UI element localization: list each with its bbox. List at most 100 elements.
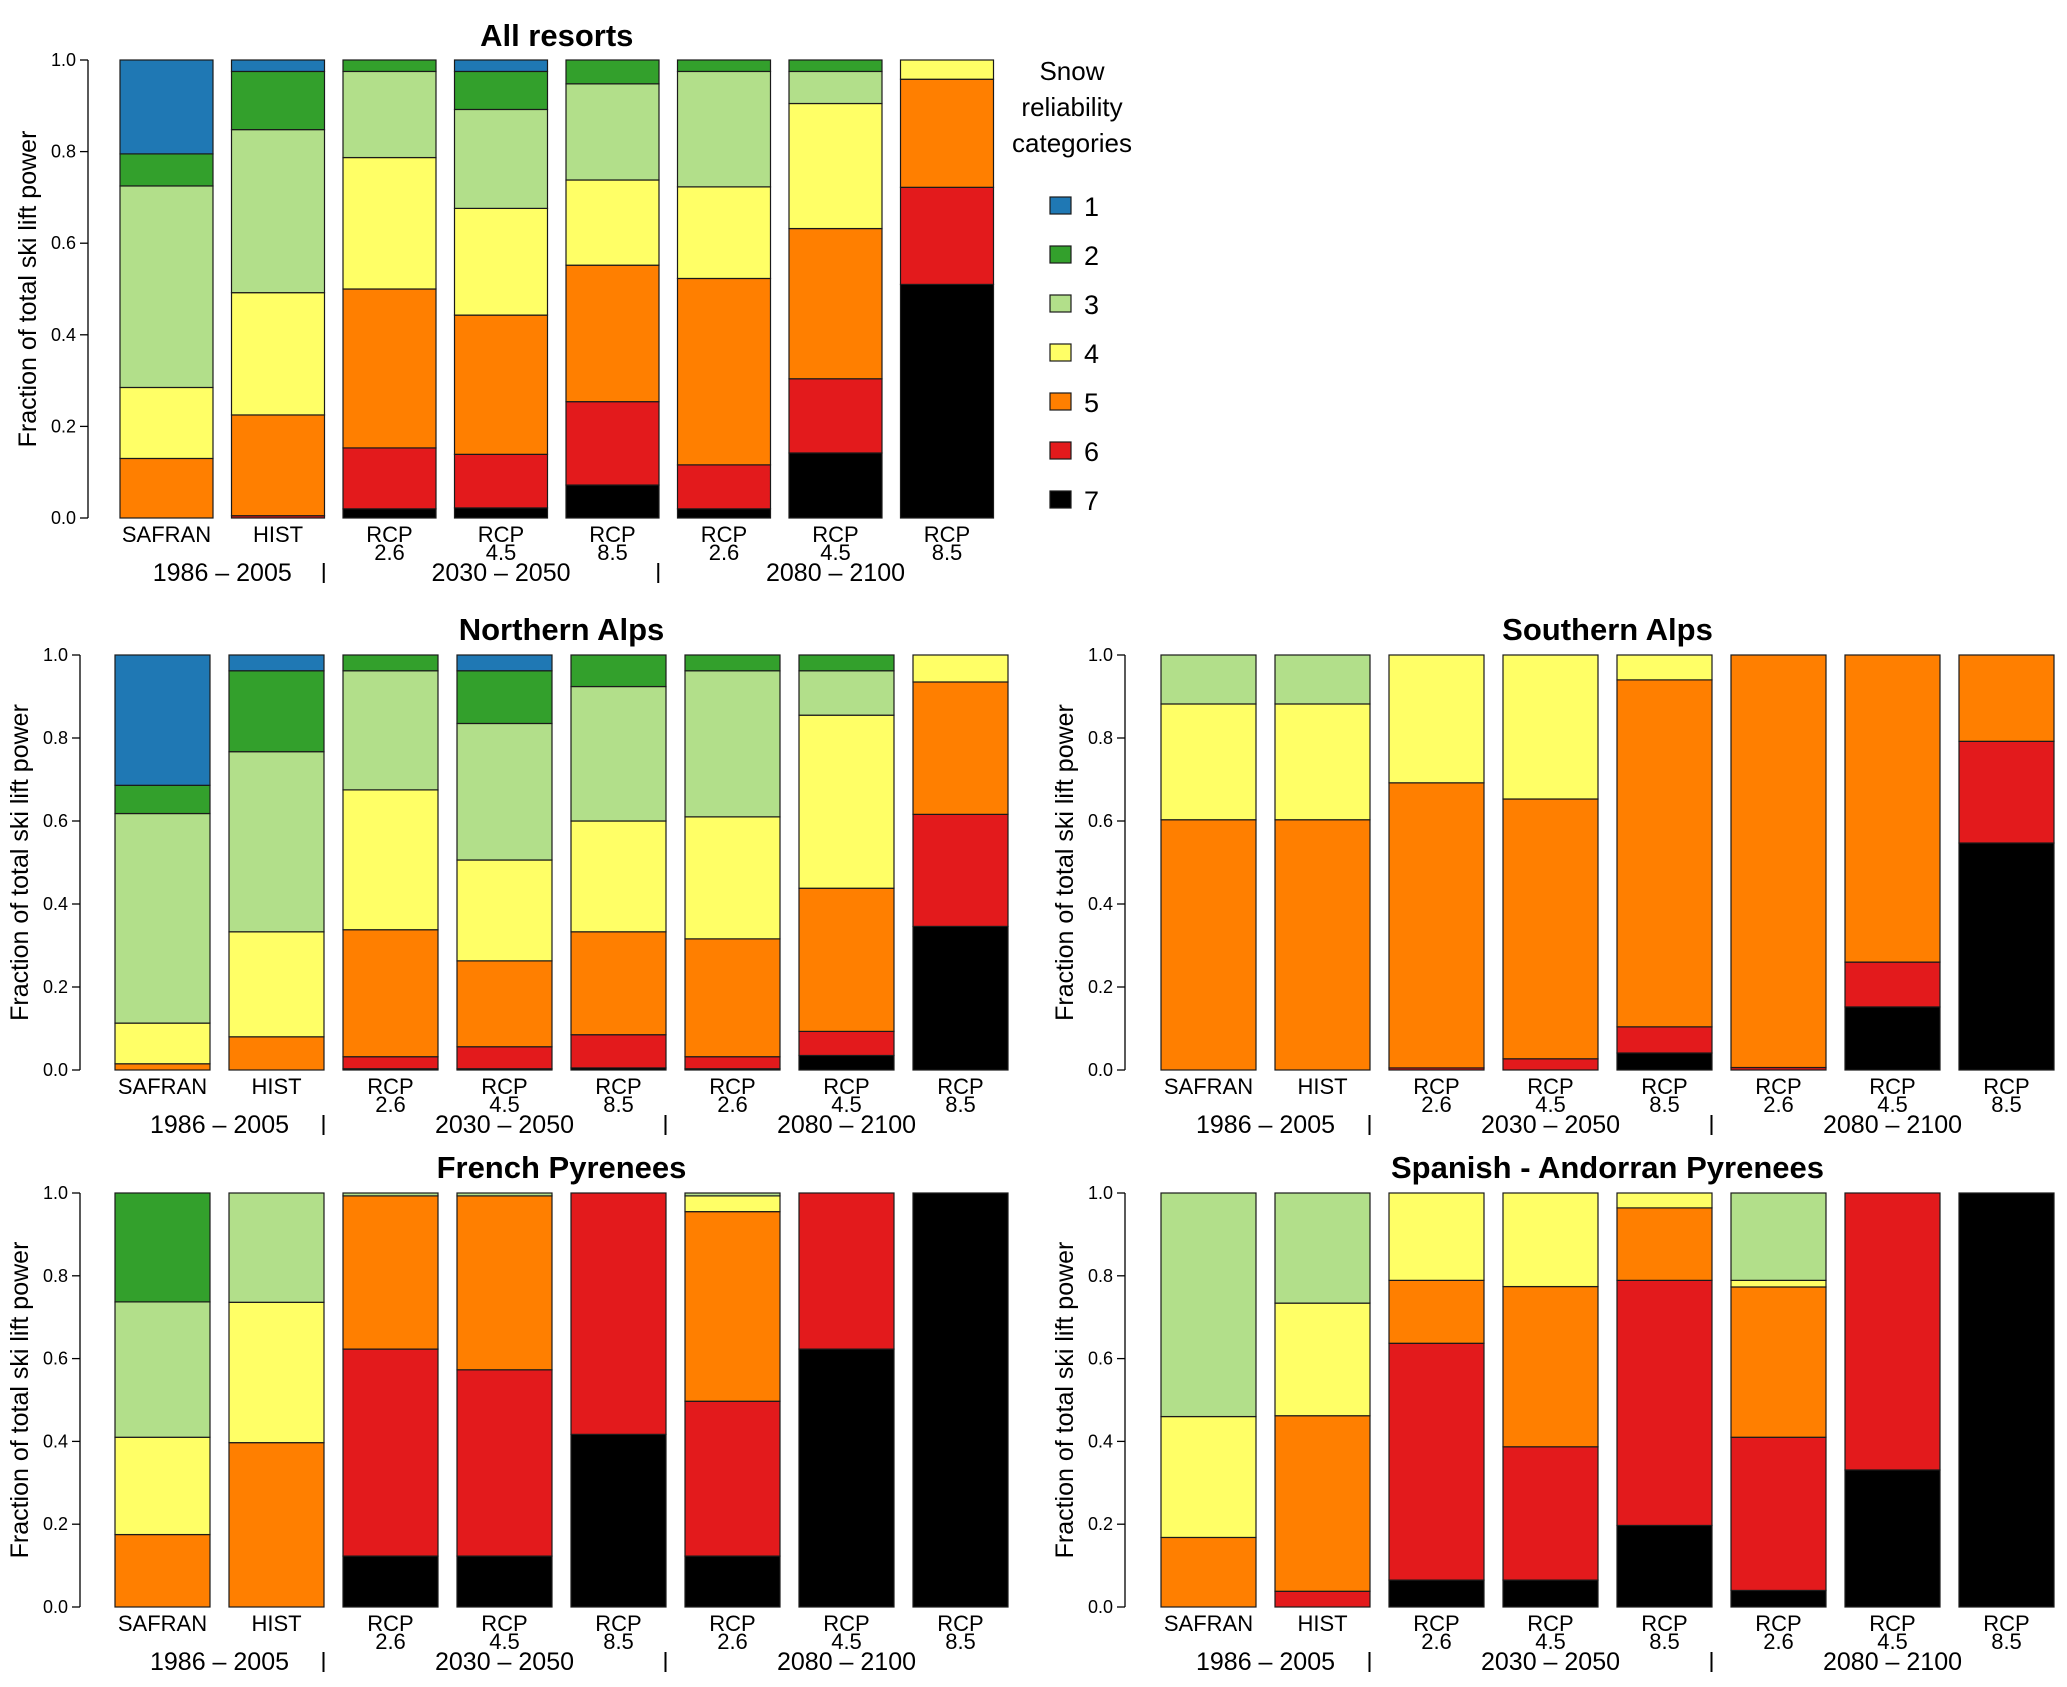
bar-segment-category-2	[342, 59, 437, 73]
bar-segment-category-2	[788, 59, 883, 73]
x-category-label: RCP	[1983, 1611, 2029, 1636]
legend-swatch	[1049, 490, 1072, 509]
x-category-label: 8.5	[932, 540, 963, 565]
bar-segment-category-4	[798, 714, 895, 889]
x-category-label: RCP	[1641, 1611, 1687, 1636]
y-tick-label: 0.0	[1088, 1597, 1113, 1617]
bar-segment-category-7	[1958, 1192, 2055, 1608]
bar-segment-category-2	[676, 59, 772, 73]
x-category-label: 2.6	[374, 540, 405, 565]
y-tick-label: 0.8	[43, 1266, 68, 1286]
bar-segment-category-5	[684, 1211, 781, 1402]
legend-swatch	[1049, 441, 1072, 460]
panel-title: French Pyrenees	[437, 1150, 687, 1185]
bar-segment-category-6	[1958, 740, 2055, 844]
x-category-label: 2.6	[1421, 1629, 1452, 1654]
y-tick-label: 0.4	[43, 894, 68, 914]
y-tick-label: 0.8	[51, 142, 76, 162]
bar-segment-category-7	[899, 283, 995, 519]
period-label: 2030 – 2050	[1481, 1648, 1620, 1676]
x-category-label: HIST	[251, 1074, 301, 1099]
x-category-label: 2.6	[717, 1629, 748, 1654]
bar-segment-category-5	[1502, 798, 1599, 1060]
bar-segment-category-5	[456, 960, 553, 1048]
bar-segment-category-3	[1160, 1192, 1257, 1418]
bar-segment-category-7	[565, 484, 660, 519]
x-category-label: RCP	[366, 522, 412, 547]
bar-segment-category-2	[342, 654, 439, 672]
bar-segment-category-4	[114, 1436, 211, 1536]
bar-segment-category-1	[456, 654, 553, 672]
bar-segment-category-5	[1958, 654, 2055, 742]
y-tick-label: 0.2	[43, 977, 68, 997]
y-tick-label: 0.2	[1088, 977, 1113, 997]
bar-segment-category-4	[228, 931, 325, 1038]
bar-segment-category-5	[453, 314, 549, 455]
bar-segment-category-7	[1730, 1589, 1827, 1608]
bar-segment-category-6	[912, 813, 1009, 928]
bar-segment-category-7	[1958, 842, 2055, 1071]
bar-segment-category-7	[676, 508, 772, 519]
bar-segment-category-5	[342, 288, 437, 449]
bar-segment-category-3	[342, 670, 439, 791]
period-label: 2080 – 2100	[777, 1648, 916, 1676]
legend-title-line-3: categories	[1012, 128, 1132, 158]
bar-segment-category-3	[230, 129, 326, 294]
bar-segment-category-5	[1616, 679, 1713, 1028]
x-category-label: RCP	[1413, 1611, 1459, 1636]
y-tick-label: 0.6	[1088, 811, 1113, 831]
bar-segment-category-6	[684, 1400, 781, 1557]
bar-segment-category-3	[119, 185, 214, 389]
x-category-label: 4.5	[489, 1092, 520, 1117]
bar-segment-category-5	[798, 887, 895, 1033]
x-category-label: RCP	[709, 1611, 755, 1636]
bar-segment-category-5	[1160, 1536, 1257, 1608]
legend-item-3: 3	[1049, 290, 1099, 320]
bar-segment-category-5	[1388, 1279, 1485, 1344]
x-category-label: SAFRAN	[122, 522, 211, 547]
bar-segment-category-6	[1388, 1342, 1485, 1581]
bar-segment-category-4	[684, 816, 781, 940]
bar-segment-category-1	[228, 654, 325, 672]
y-tick-label: 0.2	[1088, 1514, 1113, 1534]
bar-segment-category-6	[684, 1056, 781, 1070]
y-tick-label: 1.0	[51, 50, 76, 70]
bar-segment-category-3	[684, 670, 781, 818]
y-tick-label: 1.0	[1088, 645, 1113, 665]
x-category-label: 2.6	[717, 1092, 748, 1117]
legend-title-line-1: Snow	[1039, 56, 1104, 86]
bar-segment-category-4	[1616, 1192, 1713, 1209]
bar-segment-category-3	[342, 1192, 439, 1197]
bar-segment-category-4	[1502, 1192, 1599, 1288]
y-tick-label: 0.6	[1088, 1349, 1113, 1369]
y-axis-label: Fraction of total ski lift power	[6, 1242, 34, 1559]
x-category-label: RCP	[823, 1611, 869, 1636]
bar-segment-category-5	[1274, 819, 1371, 1071]
bar-segment-category-7	[570, 1433, 667, 1608]
bar-segment-category-3	[1160, 654, 1257, 705]
x-category-label: 2.6	[1763, 1092, 1794, 1117]
bar-segment-category-7	[1388, 1579, 1485, 1608]
x-category-label: HIST	[251, 1611, 301, 1636]
bar-segment-category-5	[570, 931, 667, 1036]
legend-swatch	[1049, 392, 1072, 411]
bar-segment-category-1	[453, 59, 549, 73]
bar-segment-category-6	[798, 1030, 895, 1057]
bar-segment-category-6	[342, 1348, 439, 1557]
x-category-label: RCP	[481, 1611, 527, 1636]
y-tick-label: 0.8	[43, 728, 68, 748]
bar-segment-category-3	[228, 751, 325, 933]
bar-segment-category-5	[788, 227, 883, 380]
bar-segment-category-5	[119, 457, 214, 519]
x-category-label: RCP	[937, 1611, 983, 1636]
bar-segment-category-3	[456, 1192, 553, 1197]
bar-segment-category-1	[114, 654, 211, 786]
bar-segment-category-5	[456, 1195, 553, 1371]
period-label: 2080 – 2100	[1823, 1111, 1962, 1139]
bar-segment-category-5	[912, 681, 1009, 815]
x-category-label: 8.5	[597, 540, 628, 565]
panel-northern-alps: Northern Alps 0.0 0.2 0.4 0.6 0.8 1.0 Fraction …	[6, 612, 1009, 1139]
x-category-label: RCP	[595, 1611, 641, 1636]
bar-segment-category-5	[684, 938, 781, 1058]
